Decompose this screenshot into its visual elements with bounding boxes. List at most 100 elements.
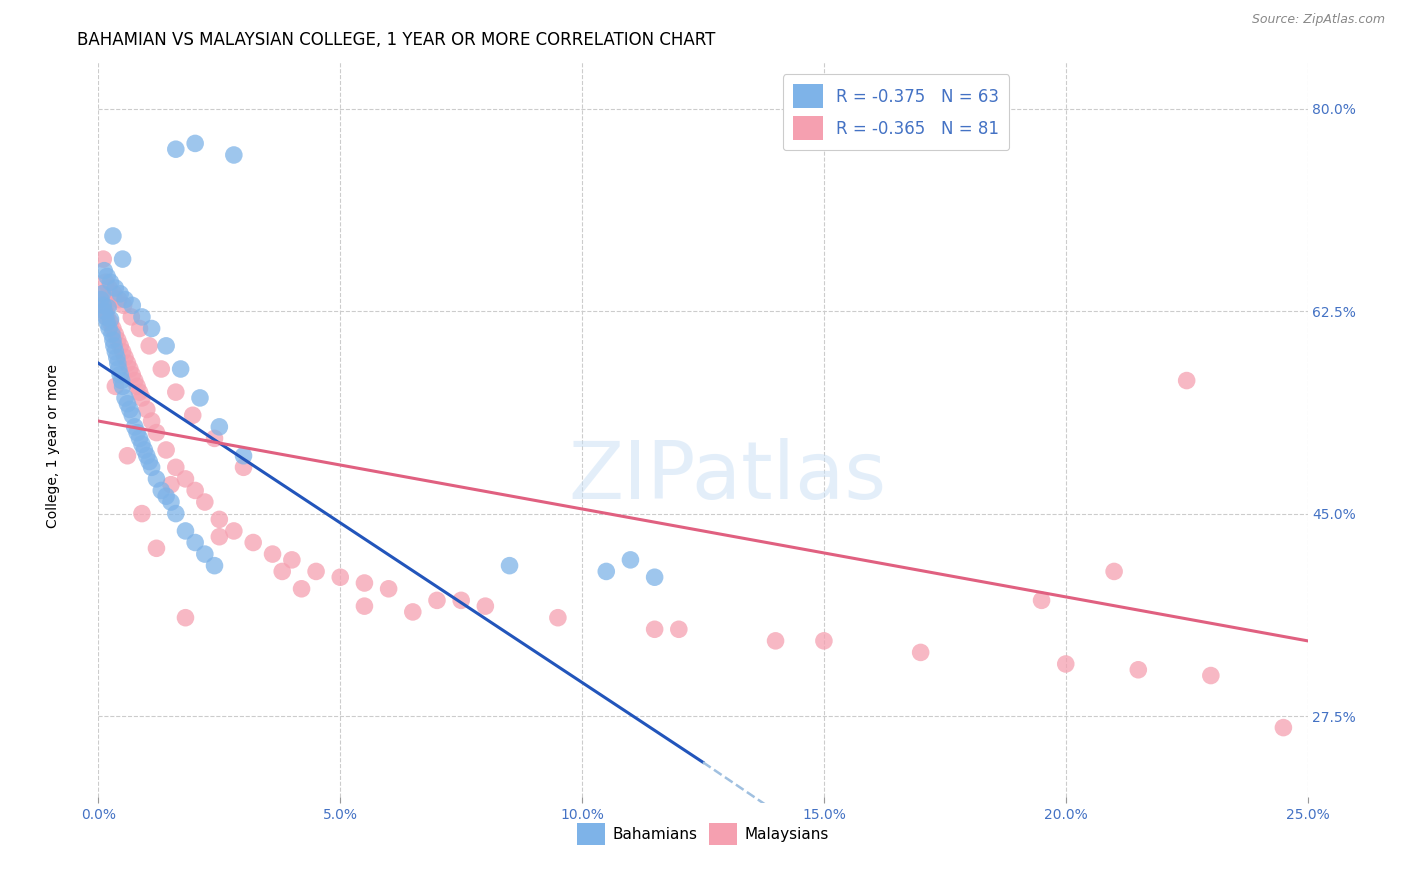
Point (1128, 663, 1150, 677)
Point (114, 351, 136, 365)
Legend: Bahamians, Malaysians: Bahamians, Malaysians (571, 817, 835, 851)
Point (145, 541, 167, 556)
Point (305, 565, 328, 579)
Point (128, 321, 150, 335)
Point (121, 298, 143, 312)
Point (131, 507, 153, 521)
Text: BAHAMIAN VS MALAYSIAN COLLEGE, 1 YEAR OR MORE CORRELATION CHART: BAHAMIAN VS MALAYSIAN COLLEGE, 1 YEAR OR… (77, 31, 716, 49)
Point (120, 310, 142, 324)
Point (127, 379, 149, 393)
Point (128, 385, 150, 400)
Point (242, 535, 264, 549)
Text: Source: ZipAtlas.com: Source: ZipAtlas.com (1251, 13, 1385, 27)
Point (1102, 565, 1125, 579)
Point (94, 275, 117, 289)
Point (141, 460, 163, 475)
Point (91, 286, 114, 301)
Point (107, 333, 129, 347)
Point (108, 368, 131, 382)
Point (174, 472, 197, 486)
Point (128, 431, 150, 445)
Point (96, 269, 118, 284)
Point (118, 362, 141, 376)
Point (155, 339, 177, 353)
Point (105, 351, 128, 365)
Point (96, 316, 118, 330)
Point (118, 402, 141, 417)
Point (104, 379, 127, 393)
Point (232, 449, 254, 463)
Point (93, 304, 115, 318)
Point (402, 605, 425, 619)
Point (121, 368, 143, 382)
Point (222, 524, 245, 538)
Point (208, 420, 231, 434)
Point (150, 483, 173, 498)
Point (93, 293, 115, 307)
Point (90, 293, 112, 307)
Point (131, 310, 153, 324)
Point (91, 298, 114, 312)
Point (222, 148, 245, 162)
Point (114, 293, 136, 307)
Point (111, 252, 134, 266)
Point (141, 414, 163, 428)
Point (107, 362, 129, 376)
Point (290, 582, 312, 596)
Point (353, 576, 375, 591)
Point (108, 339, 131, 353)
Point (1272, 721, 1295, 735)
Point (111, 344, 134, 359)
Point (377, 582, 399, 596)
Point (188, 391, 211, 405)
Point (194, 547, 217, 561)
Point (353, 599, 375, 614)
Point (271, 565, 294, 579)
Point (111, 379, 134, 393)
Point (262, 547, 284, 561)
Point (97, 301, 120, 315)
Point (103, 339, 125, 353)
Point (100, 275, 122, 289)
Point (165, 507, 187, 521)
Point (104, 327, 127, 342)
Point (547, 610, 569, 624)
Point (117, 397, 139, 411)
Point (131, 391, 153, 405)
Text: College, 1 year or more: College, 1 year or more (46, 364, 60, 528)
Point (181, 409, 204, 423)
Point (165, 385, 187, 400)
Point (138, 454, 160, 468)
Point (90, 293, 112, 307)
Point (184, 136, 207, 151)
Point (150, 362, 173, 376)
Point (450, 593, 472, 607)
Point (426, 593, 449, 607)
Point (127, 425, 149, 440)
Point (169, 362, 191, 376)
Point (813, 633, 835, 648)
Point (124, 374, 146, 388)
Point (96, 310, 118, 324)
Point (91, 298, 114, 312)
Point (101, 229, 124, 244)
Point (94, 304, 117, 318)
Point (135, 402, 157, 417)
Point (97, 298, 120, 312)
Point (281, 553, 304, 567)
Point (100, 316, 122, 330)
Point (114, 391, 136, 405)
Point (204, 431, 226, 445)
Point (194, 495, 217, 509)
Point (329, 570, 352, 584)
Point (103, 286, 125, 301)
Point (910, 645, 932, 659)
Point (141, 321, 163, 335)
Point (101, 333, 124, 347)
Point (184, 483, 207, 498)
Point (111, 374, 134, 388)
Point (108, 286, 131, 301)
Point (160, 477, 183, 491)
Text: ZIPatlas: ZIPatlas (568, 438, 886, 516)
Point (107, 356, 129, 370)
